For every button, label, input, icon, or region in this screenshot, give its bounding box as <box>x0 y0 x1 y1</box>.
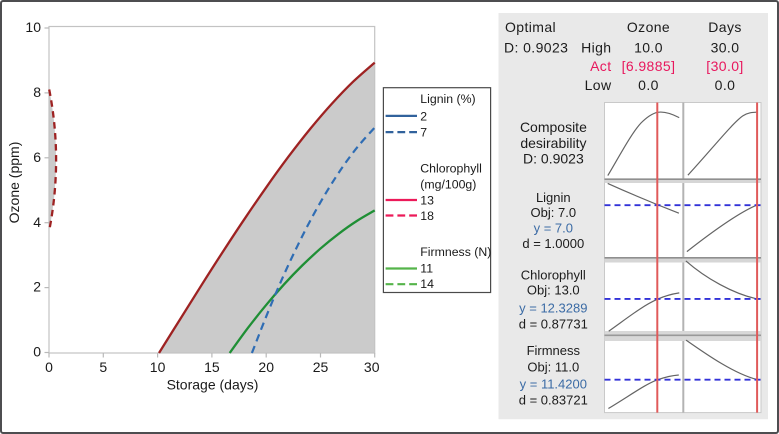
svg-text:Optimal: Optimal <box>505 19 556 35</box>
svg-text:14: 14 <box>420 277 434 291</box>
svg-text:10: 10 <box>25 19 41 35</box>
svg-text:0: 0 <box>33 344 41 360</box>
svg-text:2: 2 <box>33 279 41 295</box>
svg-text:Days: Days <box>708 19 742 35</box>
svg-text:5: 5 <box>99 359 107 375</box>
svg-text:High: High <box>581 39 611 55</box>
svg-text:11: 11 <box>420 261 433 275</box>
svg-text:y = 11.4200: y = 11.4200 <box>520 377 587 392</box>
svg-text:Lignin (%): Lignin (%) <box>420 92 475 106</box>
svg-text:Low: Low <box>585 77 612 93</box>
svg-text:[30.0]: [30.0] <box>706 58 743 74</box>
svg-text:8: 8 <box>33 84 41 100</box>
svg-text:0.0: 0.0 <box>638 77 659 93</box>
svg-text:20: 20 <box>258 359 274 375</box>
svg-text:[6.9885]: [6.9885] <box>622 58 676 74</box>
svg-text:10: 10 <box>150 359 166 375</box>
svg-text:Obj: 13.0: Obj: 13.0 <box>527 282 580 297</box>
svg-text:0: 0 <box>45 359 53 375</box>
svg-text:y = 12.3289: y = 12.3289 <box>519 301 587 316</box>
svg-text:25: 25 <box>313 359 329 375</box>
svg-text:Lignin: Lignin <box>536 190 571 205</box>
svg-text:d = 0.87731: d = 0.87731 <box>519 316 588 331</box>
svg-text:y = 7.0: y = 7.0 <box>534 221 573 236</box>
svg-text:2: 2 <box>420 109 427 123</box>
svg-text:desirability: desirability <box>520 135 586 151</box>
svg-text:30.0: 30.0 <box>711 39 740 55</box>
svg-text:10.0: 10.0 <box>634 39 663 55</box>
svg-text:D: 0.9023: D: 0.9023 <box>504 39 568 55</box>
svg-text:D: 0.9023: D: 0.9023 <box>523 151 584 167</box>
svg-text:Obj: 7.0: Obj: 7.0 <box>531 205 577 220</box>
svg-text:30: 30 <box>364 359 380 375</box>
svg-text:Chlorophyll: Chlorophyll <box>521 267 586 282</box>
svg-text:Firmness: Firmness <box>527 343 581 358</box>
svg-text:Ozone (ppm): Ozone (ppm) <box>6 142 22 224</box>
svg-text:Firmness (N): Firmness (N) <box>420 245 491 259</box>
svg-text:15: 15 <box>204 359 220 375</box>
svg-text:7: 7 <box>420 126 427 140</box>
svg-text:4: 4 <box>33 214 41 230</box>
svg-text:Act: Act <box>590 58 611 74</box>
svg-text:6: 6 <box>33 149 41 165</box>
svg-text:Storage (days): Storage (days) <box>167 377 259 393</box>
svg-text:13: 13 <box>420 193 434 207</box>
svg-text:Obj: 11.0: Obj: 11.0 <box>527 359 579 374</box>
svg-text:d = 1.0000: d = 1.0000 <box>522 236 584 251</box>
svg-text:Ozone: Ozone <box>627 19 670 35</box>
svg-text:Composite: Composite <box>520 119 587 135</box>
svg-text:18: 18 <box>420 209 434 223</box>
svg-text:(mg/100g): (mg/100g) <box>420 178 476 192</box>
svg-text:0.0: 0.0 <box>715 77 736 93</box>
svg-text:d = 0.83721: d = 0.83721 <box>519 393 588 408</box>
svg-text:Chlorophyll: Chlorophyll <box>420 162 482 176</box>
